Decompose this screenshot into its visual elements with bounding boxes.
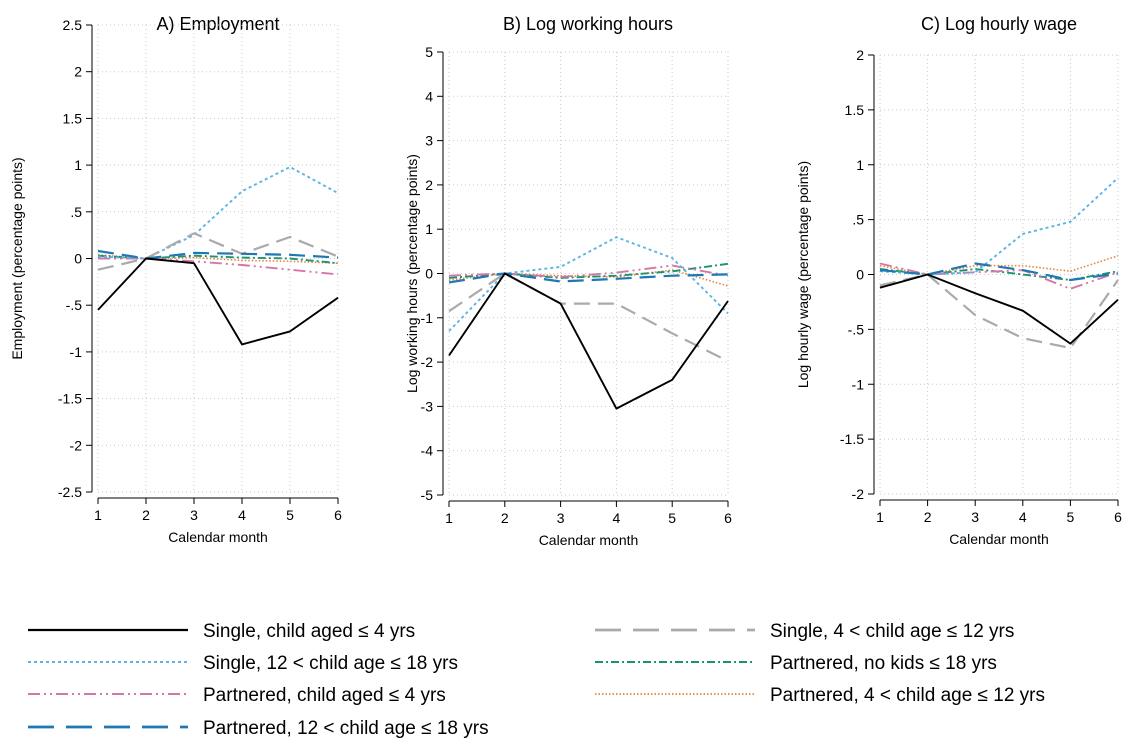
series-line-partnered-child-aged-le-4-yrs [98, 257, 339, 276]
panel-title: B) Log working hours [503, 14, 673, 34]
x-tick-label: 1 [94, 507, 102, 523]
x-tick-label: 2 [924, 509, 932, 525]
series-line-partnered-4-lt-child-age-le-12-yrs [879, 255, 1119, 276]
x-tick-label: 6 [1114, 509, 1122, 525]
legend-label: Single, 12 < child age ≤ 18 yrs [203, 653, 458, 674]
series-line-single-4-lt-child-age-le-12-yrs [97, 232, 339, 271]
y-tick-label: 1.5 [845, 102, 865, 118]
x-tick-label: 6 [334, 507, 342, 523]
legend-label: Partnered, child aged ≤ 4 yrs [203, 685, 446, 706]
series-line-single-12-lt-child-age-le-18-yrs [448, 236, 729, 332]
x-tick-label: 2 [142, 507, 150, 523]
y-tick-label: 1 [74, 157, 82, 173]
y-tick-label: -1 [70, 344, 83, 360]
series-line-partnered-4-lt-child-age-le-12-yrs [448, 269, 729, 287]
y-tick-label: -4 [421, 443, 434, 459]
y-tick-label: 4 [425, 88, 433, 104]
y-tick-label: 5 [425, 44, 433, 60]
legend-label: Partnered, no kids ≤ 18 yrs [770, 653, 997, 674]
y-axis-label: Log hourly wage (percentage points) [795, 161, 811, 388]
y-tick-label: -.5 [848, 321, 865, 337]
x-tick-label: 4 [613, 510, 621, 526]
series-line-single-child-aged-le-4-yrs [879, 273, 1119, 345]
series-line-single-child-aged-le-4-yrs [448, 272, 729, 410]
x-tick-label: 5 [1067, 509, 1075, 525]
series-line-single-12-lt-child-age-le-18-yrs [97, 166, 339, 260]
x-axis-label: Calendar month [949, 531, 1049, 547]
x-tick-label: 5 [286, 507, 294, 523]
y-tick-label: 0 [856, 267, 864, 283]
y-axis-label: Log working hours (percentage points) [404, 154, 420, 393]
y-tick-label: 1 [425, 221, 433, 237]
x-tick-label: 3 [971, 509, 979, 525]
series-line-partnered-no-kids-le-18-yrs [448, 262, 729, 279]
panel-log-working-hours: B) Log working hours -5 -4 -3 -2 -1 0 1 2 3 4 5 1 2 3 4… [404, 14, 732, 548]
y-tick-label: .5 [852, 212, 864, 228]
y-tick-label: 2 [74, 64, 82, 80]
series-line-single-12-lt-child-age-le-18-yrs [879, 177, 1119, 276]
x-tick-label: 3 [557, 510, 565, 526]
y-tick-label: 1.5 [63, 110, 83, 126]
x-axis-label: Calendar month [539, 532, 639, 548]
y-tick-label: -.5 [66, 297, 83, 313]
y-tick-label: 1 [856, 157, 864, 173]
panel-log-hourly-wage: C) Log hourly wage -2 -1.5 -1 -.5 0 .5 1 1.5 2 1 2 3… [795, 14, 1122, 547]
y-tick-label: 2 [425, 177, 433, 193]
y-tick-label: -1.5 [58, 391, 82, 407]
y-tick-label: -1 [852, 376, 865, 392]
x-tick-label: 5 [668, 510, 676, 526]
legend-label: Partnered, 4 < child age ≤ 12 yrs [770, 685, 1045, 706]
legend: Single, child aged ≤ 4 yrs Single, 4 < ch… [28, 621, 1045, 739]
x-tick-label: 4 [1019, 509, 1027, 525]
legend-label: Single, child aged ≤ 4 yrs [203, 621, 415, 642]
y-tick-label: -2 [70, 437, 83, 453]
series-line-partnered-12-lt-child-age-le-18-yrs [879, 262, 1119, 282]
legend-label: Single, 4 < child age ≤ 12 yrs [770, 621, 1014, 642]
y-tick-label: 2 [856, 47, 864, 63]
y-tick-label: -2.5 [58, 484, 82, 500]
y-tick-label: -1 [421, 310, 434, 326]
y-tick-label: .5 [70, 204, 82, 220]
y-axis-label: Employment (percentage points) [9, 157, 25, 359]
panel-title: A) Employment [156, 14, 279, 34]
x-axis-label: Calendar month [168, 529, 268, 545]
series-line-single-child-aged-le-4-yrs [97, 257, 339, 346]
legend-label: Partnered, 12 < child age ≤ 18 yrs [203, 718, 489, 739]
x-tick-label: 1 [876, 509, 884, 525]
y-tick-label: 2.5 [63, 17, 83, 33]
x-tick-label: 3 [190, 507, 198, 523]
series-line-partnered-child-aged-le-4-yrs [879, 262, 1119, 290]
series-line-partnered-12-lt-child-age-le-18-yrs [97, 249, 339, 260]
y-tick-label: 3 [425, 133, 433, 149]
x-tick-label: 4 [238, 507, 246, 523]
panel-title: C) Log hourly wage [921, 14, 1077, 34]
y-tick-label: -2 [852, 486, 865, 502]
y-tick-label: -3 [421, 398, 434, 414]
y-tick-label: -5 [421, 487, 434, 503]
y-tick-label: 0 [74, 251, 82, 267]
y-tick-label: -2 [421, 354, 434, 370]
x-tick-label: 1 [445, 510, 453, 526]
y-tick-label: -1.5 [840, 431, 864, 447]
series-line-single-4-lt-child-age-le-12-yrs [448, 272, 729, 363]
y-tick-label: 0 [425, 266, 433, 282]
series-line-partnered-4-lt-child-age-le-12-yrs [97, 254, 339, 264]
x-tick-label: 2 [501, 510, 509, 526]
x-tick-label: 6 [724, 510, 732, 526]
panel-employment: A) Employment -2.5 -2 -1.5 -1 -.5 0 .5 1 1.5 2 2.5 1… [9, 14, 342, 545]
